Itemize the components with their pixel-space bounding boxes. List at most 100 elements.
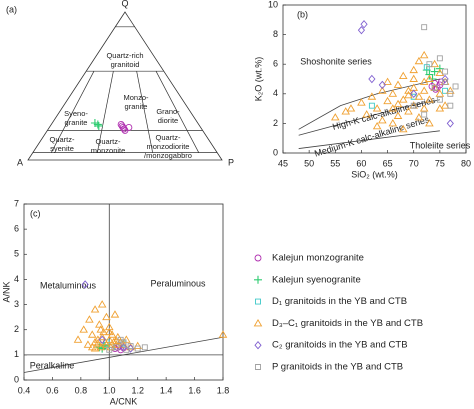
data-point: [117, 336, 124, 343]
data-point: [133, 341, 142, 350]
x-tick-label: 0.4: [18, 385, 31, 395]
x-tick-label: 60: [356, 158, 366, 168]
x-tick-label: 0.6: [46, 385, 59, 395]
field-label: granitoid: [111, 60, 140, 69]
data-point: [447, 90, 454, 97]
data-point: [81, 280, 89, 289]
data-point: [398, 124, 408, 133]
data-point: [120, 125, 128, 133]
legend-label: C₂ granitoids in the YB and CTB: [272, 340, 408, 351]
data-point: [436, 96, 443, 103]
data-point: [90, 344, 100, 352]
field-label: Quartz-: [155, 133, 181, 142]
data-point: [432, 85, 440, 93]
x-tick-label: 50: [304, 158, 314, 168]
data-point: [372, 104, 382, 112]
x-tick-label: 1.0: [103, 385, 116, 395]
data-point: [93, 339, 103, 347]
data-point: [96, 342, 106, 351]
y-tick-label: 0: [14, 374, 19, 384]
y-tick-label: 2: [273, 118, 278, 128]
data-point: [452, 83, 459, 90]
legend-label: Kalejun syenogranite: [272, 274, 361, 285]
data-point: [378, 86, 387, 94]
data-point: [102, 312, 111, 321]
data-point: [421, 111, 428, 118]
field-boundary: [50, 71, 95, 153]
data-point: [430, 59, 439, 68]
y-tick-label: 6: [14, 224, 19, 234]
x-tick-label: 65: [383, 158, 393, 168]
data-point: [430, 67, 439, 76]
y-tick-label: 10: [268, 0, 278, 9]
data-point: [94, 121, 103, 130]
data-point: [346, 104, 356, 112]
data-point: [388, 89, 398, 97]
data-point: [435, 89, 445, 97]
field-label: granite: [65, 118, 88, 127]
data-point: [90, 305, 100, 313]
data-point: [85, 315, 94, 323]
data-point: [441, 74, 449, 84]
data-point: [423, 64, 430, 71]
data-point: [106, 346, 113, 353]
data-point: [446, 86, 455, 94]
data-point: [368, 102, 375, 109]
data-point: [414, 92, 424, 100]
data-point: [388, 104, 398, 112]
data-point: [419, 104, 429, 112]
data-point: [435, 104, 445, 112]
data-point: [105, 335, 114, 343]
data-point: [398, 95, 408, 103]
field-label: monzodiorite: [147, 142, 190, 151]
data-point: [79, 325, 88, 333]
data-point: [96, 325, 106, 333]
data-point: [118, 122, 126, 130]
data-point: [446, 119, 454, 128]
field-boundary: [155, 71, 200, 153]
legend-label: D₃–C₁ granitoids in the YB and CTB: [272, 318, 423, 329]
annotation: Metaluminous: [40, 280, 97, 290]
legend-marker: [254, 275, 262, 284]
y-tick-label: 1: [14, 349, 19, 359]
data-point: [368, 74, 376, 84]
data-point: [410, 89, 418, 98]
data-point: [431, 84, 438, 91]
field-label: monzonite: [91, 146, 126, 155]
data-point: [99, 327, 108, 336]
data-point: [112, 340, 121, 348]
data-point: [362, 110, 371, 118]
x-tick-label: 1.2: [131, 385, 144, 395]
data-point: [425, 74, 434, 82]
data-point: [105, 322, 114, 331]
x-axis-label: A/CNK: [110, 396, 138, 406]
data-point: [442, 68, 449, 75]
legend-label: P granitoids in the YB and CTB: [272, 362, 403, 373]
data-point: [98, 335, 106, 344]
data-point: [134, 345, 141, 352]
annotation: Shoshonite series: [300, 56, 372, 66]
ternary-frame: [27, 11, 223, 161]
plot-frame: [282, 4, 467, 154]
data-point: [426, 61, 433, 68]
data-point: [95, 320, 104, 328]
field-label: syenite: [50, 144, 74, 153]
data-point: [367, 92, 377, 100]
field-label: Grano-: [156, 107, 180, 116]
data-point: [372, 121, 382, 130]
data-point: [442, 79, 449, 85]
data-point: [414, 113, 424, 121]
y-axis-label: A/NK: [1, 281, 11, 302]
plot-frame: [23, 203, 224, 381]
legend-marker: [255, 298, 261, 305]
y-tick-label: 0: [273, 147, 278, 157]
data-point: [393, 80, 403, 88]
data-point: [97, 300, 107, 308]
data-point: [404, 107, 413, 115]
y-tick-label: 8: [273, 29, 278, 39]
data-point: [383, 77, 392, 85]
data-point: [398, 71, 408, 79]
field-label: granite: [125, 102, 148, 111]
vertex-label: Q: [121, 0, 128, 8]
y-tick-label: 4: [273, 88, 278, 98]
